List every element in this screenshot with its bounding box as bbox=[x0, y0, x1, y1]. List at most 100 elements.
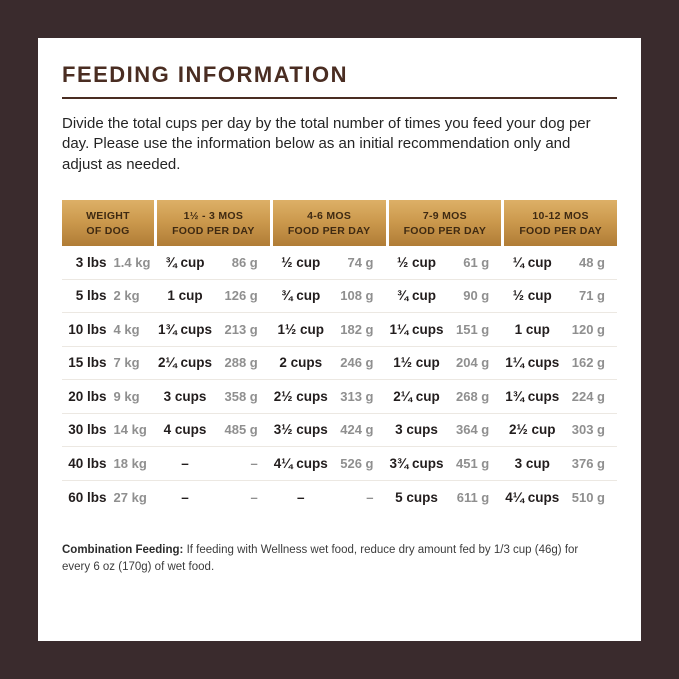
amount-cell: ¾ cup 90 g bbox=[389, 280, 502, 313]
cups-value: 3 cup bbox=[514, 455, 550, 471]
cups-value: 2¼ cups bbox=[157, 355, 212, 371]
intro-text: Divide the total cups per day by the tot… bbox=[62, 115, 591, 173]
grams-value: 526 g bbox=[340, 455, 374, 471]
weight-lbs: 15 lbs bbox=[68, 355, 107, 371]
header-10-12-mos: 10-12 MOS FOOD PER DAY bbox=[504, 200, 617, 247]
header-line2: FOOD PER DAY bbox=[287, 224, 371, 237]
amount-cell: 1¾ cups 224 g bbox=[504, 380, 617, 413]
amount-cell: 2½ cup 303 g bbox=[504, 414, 617, 447]
weight-lbs: 10 lbs bbox=[68, 321, 107, 337]
amount-cell: 3½ cups 424 g bbox=[273, 414, 386, 447]
cups-value: 4¼ cups bbox=[273, 455, 328, 471]
table-row: 10 lbs 4 kg 1¾ cups 213 g 1½ cup 182 g 1… bbox=[62, 313, 617, 347]
grams-value: – bbox=[366, 489, 374, 505]
grams-value: 485 g bbox=[224, 422, 258, 438]
grams-value: 61 g bbox=[463, 254, 490, 270]
amount-cell: 2¼ cup 268 g bbox=[389, 380, 502, 413]
grams-value: 151 g bbox=[456, 321, 490, 337]
cups-value: ¾ cup bbox=[281, 288, 321, 304]
header-line2: OF DOG bbox=[86, 224, 130, 237]
weight-kg: 14 kg bbox=[113, 422, 147, 438]
feeding-info-panel: FEEDING INFORMATION Divide the total cup… bbox=[38, 38, 641, 641]
cups-value: – bbox=[181, 455, 189, 471]
weight-cell: 30 lbs 14 kg bbox=[62, 414, 154, 447]
header-4-6-mos: 4-6 MOS FOOD PER DAY bbox=[272, 200, 386, 247]
table-row: 3 lbs 1.4 kg ¾ cup 86 g ½ cup 74 g ½ cup… bbox=[62, 246, 617, 280]
amount-cell: ½ cup 74 g bbox=[273, 246, 386, 279]
weight-kg: 9 kg bbox=[113, 388, 140, 404]
cups-value: 4¼ cups bbox=[505, 489, 560, 505]
cups-value: 1¼ cups bbox=[389, 321, 444, 337]
cups-value: ½ cup bbox=[396, 254, 436, 270]
amount-cell: 3¾ cups 451 g bbox=[389, 447, 502, 480]
amount-cell: 1½ cup 182 g bbox=[273, 313, 386, 346]
cups-value: 4 cups bbox=[163, 422, 207, 438]
header-line1: 10-12 MOS bbox=[532, 209, 589, 222]
cups-value: 2½ cup bbox=[508, 422, 556, 438]
grams-value: 182 g bbox=[340, 321, 374, 337]
cups-value: 3 cups bbox=[163, 388, 207, 404]
weight-kg: 4 kg bbox=[113, 321, 140, 337]
cups-value: ¾ cup bbox=[165, 254, 205, 270]
grams-value: 313 g bbox=[340, 388, 374, 404]
grams-value: 303 g bbox=[571, 422, 605, 438]
grams-value: 108 g bbox=[340, 288, 374, 304]
grams-value: – bbox=[250, 489, 258, 505]
amount-cell: ¼ cup 48 g bbox=[504, 246, 617, 279]
weight-kg: 27 kg bbox=[113, 489, 147, 505]
header-line1: 4-6 MOS bbox=[307, 209, 352, 222]
grams-value: 510 g bbox=[571, 489, 605, 505]
weight-lbs: 30 lbs bbox=[68, 422, 107, 438]
cups-value: 2 cups bbox=[279, 355, 323, 371]
cups-value: 3½ cups bbox=[273, 422, 328, 438]
header-line1: 7-9 MOS bbox=[422, 209, 467, 222]
feeding-table: WEIGHT OF DOG 1½ - 3 MOS FOOD PER DAY 4-… bbox=[62, 200, 617, 514]
cups-value: 1¼ cups bbox=[505, 355, 560, 371]
grams-value: 451 g bbox=[456, 455, 490, 471]
amount-cell: 1½ cup 204 g bbox=[389, 347, 502, 380]
grams-value: 74 g bbox=[347, 254, 374, 270]
amount-cell: 1¼ cups 162 g bbox=[504, 347, 617, 380]
grams-value: 213 g bbox=[224, 321, 258, 337]
cups-value: ½ cup bbox=[512, 288, 552, 304]
cups-value: 3 cups bbox=[395, 422, 438, 438]
cups-value: 2½ cups bbox=[273, 388, 328, 404]
weight-kg: 18 kg bbox=[113, 455, 147, 471]
grams-value: 120 g bbox=[571, 321, 605, 337]
cups-value: 1¾ cups bbox=[505, 388, 560, 404]
weight-cell: 20 lbs 9 kg bbox=[62, 380, 154, 413]
grams-value: 48 g bbox=[578, 254, 605, 270]
amount-cell: 3 cups 364 g bbox=[389, 414, 502, 447]
weight-kg: 1.4 kg bbox=[113, 254, 151, 270]
weight-cell: 3 lbs 1.4 kg bbox=[62, 246, 154, 279]
header-7-9-mos: 7-9 MOS FOOD PER DAY bbox=[388, 200, 502, 247]
grams-value: 90 g bbox=[463, 288, 490, 304]
table-row: 30 lbs 14 kg 4 cups 485 g 3½ cups 424 g … bbox=[62, 414, 617, 448]
amount-cell: 1¼ cups 151 g bbox=[389, 313, 502, 346]
weight-lbs: 3 lbs bbox=[75, 254, 107, 270]
table-row: 15 lbs 7 kg 2¼ cups 288 g 2 cups 246 g 1… bbox=[62, 347, 617, 381]
note-label: Combination Feeding: bbox=[62, 544, 184, 557]
header-line1: WEIGHT bbox=[86, 209, 130, 222]
amount-cell: 4¼ cups 526 g bbox=[273, 447, 386, 480]
header-line2: FOOD PER DAY bbox=[172, 224, 255, 237]
combination-feeding-note: Combination Feeding: If feeding with Wel… bbox=[62, 542, 617, 577]
amount-cell: 1¾ cups 213 g bbox=[157, 313, 270, 346]
header-line2: FOOD PER DAY bbox=[519, 224, 602, 237]
grams-value: 86 g bbox=[231, 254, 258, 270]
amount-cell: ½ cup 71 g bbox=[504, 280, 617, 313]
table-row: 40 lbs 18 kg – – 4¼ cups 526 g 3¾ cups 4… bbox=[62, 447, 617, 481]
weight-cell: 60 lbs 27 kg bbox=[62, 481, 154, 515]
cups-value: 3¾ cups bbox=[389, 455, 444, 471]
cups-value: 1¾ cups bbox=[157, 321, 212, 337]
weight-lbs: 5 lbs bbox=[75, 288, 107, 304]
grams-value: – bbox=[250, 455, 258, 471]
weight-lbs: 60 lbs bbox=[68, 489, 107, 505]
amount-cell: – – bbox=[157, 447, 270, 480]
amount-cell: 1 cup 126 g bbox=[157, 280, 270, 313]
weight-cell: 40 lbs 18 kg bbox=[62, 447, 154, 480]
amount-cell: 4 cups 485 g bbox=[157, 414, 270, 447]
grams-value: 424 g bbox=[340, 422, 374, 438]
cups-value: 2¼ cup bbox=[393, 388, 440, 404]
table-row: 60 lbs 27 kg – – – – 5 cups 611 g 4¼ cup… bbox=[62, 481, 617, 515]
